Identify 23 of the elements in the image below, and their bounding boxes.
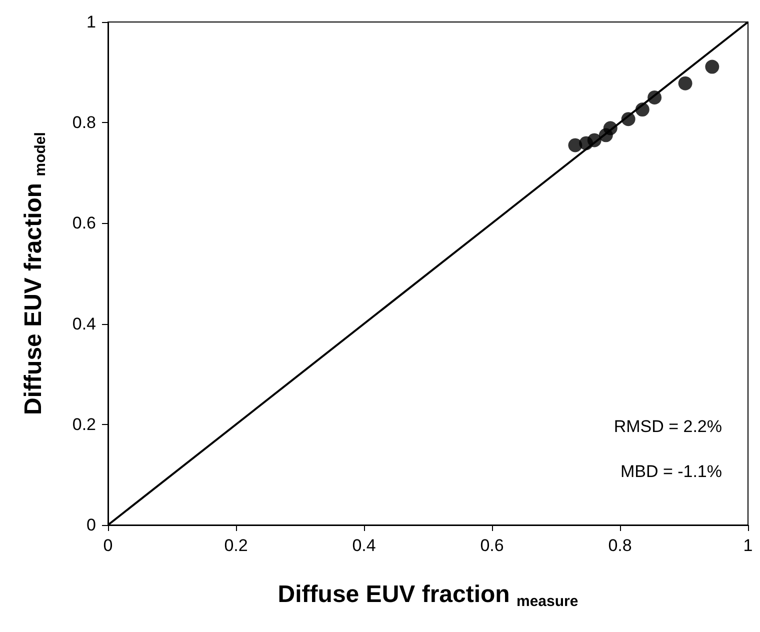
x-tick-label: 1: [743, 536, 753, 555]
y-tick-label: 0: [86, 516, 96, 534]
x-axis-title: Diffuse EUV fraction measure: [278, 581, 578, 610]
annotation: RMSD = 2.2%: [614, 417, 722, 436]
point: [587, 133, 602, 148]
point: [621, 112, 636, 126]
point: [705, 60, 720, 74]
y-axis-title: Diffuse EUV fraction model: [20, 132, 49, 415]
y-tick-label: 0.2: [72, 414, 96, 434]
y-tick-label: 1: [86, 12, 96, 32]
point: [648, 90, 662, 104]
x-tick-label: 0.2: [224, 536, 248, 555]
x-tick-label: 0.8: [608, 536, 632, 555]
x-tick-label: 0: [103, 536, 113, 555]
y-tick-label: 0.8: [72, 113, 96, 132]
point: [635, 102, 650, 117]
annotation: MBD = -1.1%: [620, 462, 722, 481]
point: [603, 121, 618, 136]
y-tick-label: 0.4: [72, 314, 96, 334]
point: [678, 76, 692, 90]
x-tick-label: 0.4: [352, 536, 376, 555]
y-tick-label: 0.6: [72, 214, 96, 233]
x-tick-label: 0.6: [480, 536, 504, 555]
